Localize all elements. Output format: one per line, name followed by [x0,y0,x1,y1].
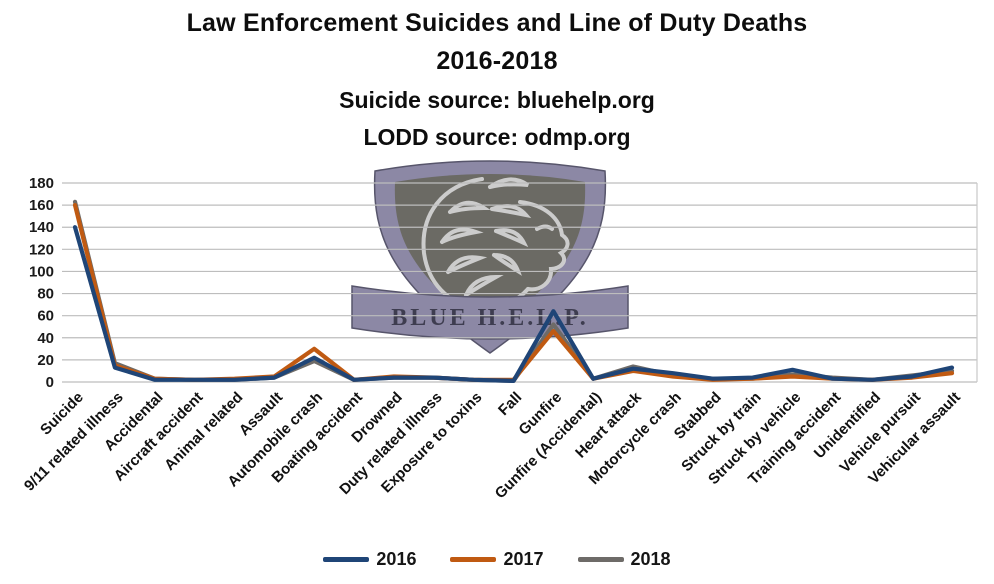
legend-item-2016: 2016 [323,549,416,570]
data-series [72,199,955,383]
y-axis-label: 140 [29,219,54,236]
x-axis-label: Fall [495,389,525,419]
gridlines [62,182,978,383]
legend-label-2017: 2017 [503,549,544,569]
y-axis-label: 20 [37,352,54,369]
y-axis-label: 40 [37,330,54,347]
bluehelp-logo-watermark: BLUE H.E.L.P. [351,160,629,354]
legend-swatch-2017 [450,557,497,562]
legend-label-2016: 2016 [376,549,417,569]
legend-swatch-2016 [323,557,370,562]
legend-item-2017: 2017 [450,549,544,570]
y-axis-label: 60 [37,308,54,325]
legend-label-2018: 2018 [630,549,671,569]
y-axis-label: 0 [46,374,54,391]
chart-legend: 2016 2017 2018 [0,549,994,570]
y-axis-label: 160 [29,197,54,214]
y-axis-labels: 0 20 40 60 80 100 120 140 160 180 [29,175,54,391]
legend-swatch-2018 [577,557,624,562]
chart-title: Law Enforcement Suicides and Line of Dut… [186,9,808,37]
y-axis-label: 180 [29,175,54,192]
logo-banner [351,285,629,340]
suicide-source-note: Suicide source: bluehelp.org [339,87,655,113]
y-axis-label: 80 [37,286,54,303]
chart-title-block: Law Enforcement Suicides and Line of Dut… [0,4,994,151]
y-axis-label: 100 [29,263,54,280]
legend-item-2018: 2018 [577,549,671,570]
lodd-source-note: LODD source: odmp.org [363,124,631,150]
chart-subtitle-years: 2016-2018 [436,47,558,75]
series-line-2016 [72,225,955,383]
y-axis-label: 120 [29,241,54,258]
